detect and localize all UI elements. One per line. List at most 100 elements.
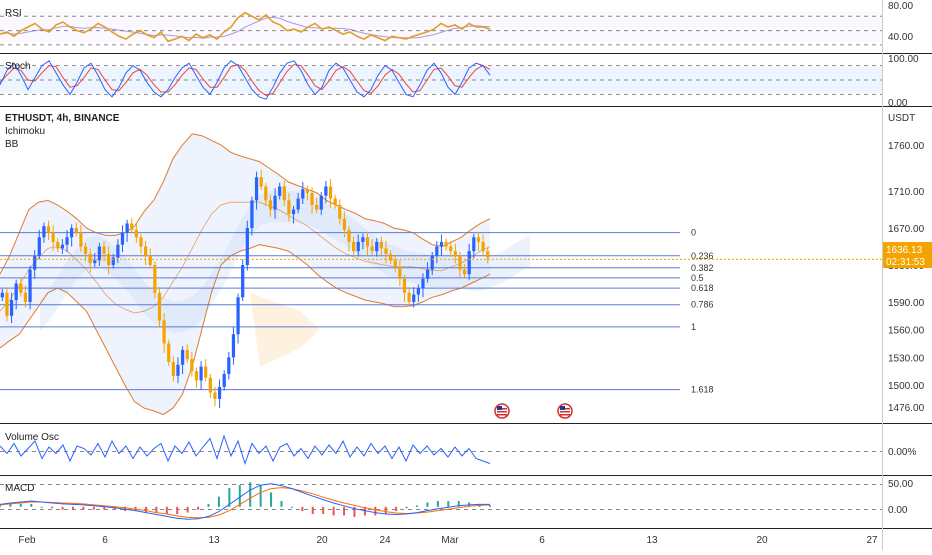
us-flag-icon[interactable]: [557, 403, 573, 419]
candle-body: [60, 244, 65, 249]
candle-body: [481, 241, 485, 252]
candle-body: [111, 257, 115, 265]
candle-body: [227, 357, 231, 374]
candle-body: [37, 237, 41, 256]
candle-body: [28, 269, 32, 302]
candle-body: [421, 278, 425, 289]
candle-body: [245, 228, 249, 265]
candle-body: [259, 177, 263, 187]
price-tick: 1530.00: [888, 353, 925, 364]
candle-body: [180, 349, 185, 365]
ichimoku-cloud-bear: [250, 292, 320, 367]
rsi-level-lines: [0, 15, 882, 46]
candle-body: [70, 228, 74, 238]
candle-body: [130, 223, 134, 230]
candle-body: [171, 361, 175, 376]
candle-body: [301, 189, 305, 199]
candle-body: [486, 251, 490, 258]
candle-body: [33, 255, 37, 270]
rsi-pane: RSI 80.00 40.00: [0, 1, 913, 46]
candle-body: [116, 244, 120, 258]
candle-body: [264, 186, 268, 201]
candle-body: [79, 232, 83, 247]
candle-body: [51, 232, 55, 242]
time-tick: 6: [539, 535, 545, 546]
candle-body: [425, 269, 430, 279]
macd-histogram-bar: [353, 506, 356, 517]
volume-osc-label[interactable]: Volume Osc: [5, 432, 59, 443]
candle-body: [65, 237, 69, 245]
candle-body: [398, 266, 402, 279]
candle-body: [315, 204, 319, 210]
candle-body: [328, 186, 333, 199]
candle-body: [379, 241, 383, 249]
macd-histogram-bar: [92, 506, 95, 510]
candle-body: [370, 246, 374, 252]
time-tick: Feb: [18, 535, 36, 546]
time-tick: 6: [102, 535, 108, 546]
macd-histogram-bar: [19, 503, 22, 507]
candle-body: [148, 255, 152, 265]
stoch-level-lines: [0, 65, 882, 95]
candle-body: [268, 200, 273, 210]
candle-body: [204, 366, 208, 378]
price-axis[interactable]: 1760.001710.001670.001630.001590.001560.…: [888, 141, 925, 414]
macd-pane: MACD 50.00 0.00: [0, 479, 913, 520]
indicator-ichimoku[interactable]: Ichimoku: [5, 126, 45, 137]
price-tick: 1476.00: [888, 403, 925, 414]
candle-body: [458, 255, 462, 270]
macd-histogram-bar: [30, 503, 33, 507]
candle-body: [194, 371, 199, 381]
macd-line: [0, 483, 490, 520]
candle-body: [356, 241, 360, 252]
symbol-title[interactable]: ETHUSDT, 4h, BINANCE: [5, 113, 120, 124]
candle-body: [365, 237, 370, 247]
fib-level-label: 0.236: [691, 251, 714, 261]
candle-body: [347, 229, 351, 242]
candle-body: [139, 237, 143, 247]
fib-level-label: 1.618: [691, 385, 714, 395]
candle-body: [407, 292, 411, 302]
candle-body: [42, 226, 46, 238]
time-tick: 20: [316, 535, 328, 546]
candle-body: [217, 386, 222, 399]
candle-body: [5, 292, 9, 316]
candle-body: [324, 186, 328, 196]
rsi-label[interactable]: RSI: [5, 8, 22, 19]
bollinger-lower-band: [0, 244, 491, 416]
macd-histogram-bar: [436, 501, 439, 507]
macd-histogram-bar: [311, 506, 314, 514]
candle-body: [278, 186, 282, 196]
stoch-label[interactable]: Stoch: [5, 61, 31, 72]
candle-body: [56, 241, 60, 249]
candle-body: [199, 366, 203, 381]
volume-osc-line: [0, 434, 491, 466]
candle-body: [352, 241, 356, 252]
candle-body: [236, 297, 240, 335]
candle-body: [393, 260, 397, 267]
candle-body: [361, 237, 365, 242]
macd-histogram-bar: [259, 485, 262, 507]
macd-histogram-bar: [155, 506, 158, 513]
indicator-bb[interactable]: BB: [5, 139, 19, 150]
candle-body: [125, 223, 129, 233]
macd-histogram-bar: [197, 506, 200, 510]
stoch-pane: Stoch 100.00 0.00: [0, 54, 919, 109]
rsi-tick-40: 40.00: [888, 32, 913, 43]
candle-body: [208, 377, 212, 393]
candle-body: [167, 343, 171, 362]
time-axis[interactable]: Feb 6 13 20 24 Mar 6 13 20 27: [18, 535, 878, 546]
macd-histogram-bar: [186, 506, 189, 513]
stoch-tick-100: 100.00: [888, 54, 919, 65]
macd-histogram-bar: [217, 496, 220, 507]
candle-body: [250, 200, 254, 229]
macd-tick-50: 50.00: [888, 479, 913, 490]
macd-histogram-bar: [165, 506, 168, 514]
us-flag-icon[interactable]: [494, 403, 510, 419]
macd-label[interactable]: MACD: [5, 483, 34, 494]
candle-body: [412, 294, 416, 302]
candle-body: [333, 198, 337, 205]
volume-osc-tick: 0.00%: [888, 447, 916, 458]
candle-body: [435, 246, 439, 256]
